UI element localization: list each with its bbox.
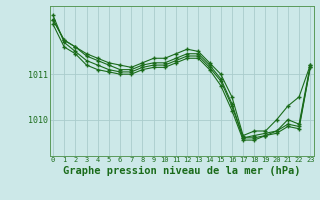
X-axis label: Graphe pression niveau de la mer (hPa): Graphe pression niveau de la mer (hPa) bbox=[63, 166, 300, 176]
